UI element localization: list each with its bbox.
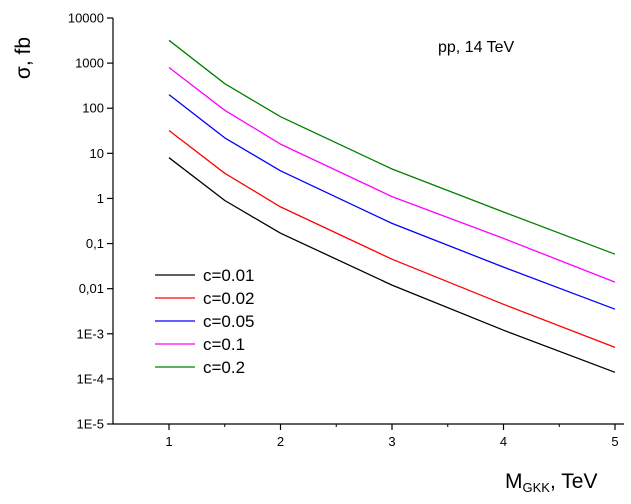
axes xyxy=(112,18,624,425)
legend: c=0.01 c=0.02 c=0.05 c=0.1 c=0.2 xyxy=(155,266,255,377)
x-tick-label: 3 xyxy=(388,434,395,449)
y-tick-label: 1000 xyxy=(75,56,104,71)
annotation-text: pp, 14 TeV xyxy=(438,39,515,56)
y-tick-label: 0,1 xyxy=(86,236,104,251)
legend-label: c=0.1 xyxy=(203,335,245,354)
series-line-c-0-01 xyxy=(168,157,616,373)
series-line-c-0-1 xyxy=(168,66,616,283)
y-tick-label: 1E-5 xyxy=(77,417,104,432)
y-tick-label: 1E-4 xyxy=(77,371,104,386)
series-line-c-0-2 xyxy=(168,39,616,255)
legend-label: c=0.01 xyxy=(203,266,255,285)
y-tick-label: 10000 xyxy=(68,11,104,26)
x-tick-label: 2 xyxy=(277,434,284,449)
x-tick-label: 5 xyxy=(611,434,618,449)
y-axis-ticks: 10000 1000 100 10 1 0,1 0,01 1E-3 1E-4 1E-5 xyxy=(68,11,113,432)
x-tick-label: 1 xyxy=(165,434,172,449)
y-tick-label: 1E-3 xyxy=(77,326,104,341)
legend-label: c=0.2 xyxy=(203,358,245,377)
x-axis-title: MGKK, TeV xyxy=(505,470,597,495)
x-tick-label: 4 xyxy=(500,434,507,449)
legend-label: c=0.02 xyxy=(203,289,255,308)
y-tick-label: 1 xyxy=(97,191,104,206)
y-tick-label: 100 xyxy=(82,101,104,116)
series-line-c-0-05 xyxy=(168,94,616,310)
y-tick-label: 0,01 xyxy=(79,281,104,296)
x-axis-title-suffix: , TeV xyxy=(550,470,597,493)
x-axis-title-main: M xyxy=(505,470,523,493)
series-line-c-0-02 xyxy=(168,129,616,349)
legend-label: c=0.05 xyxy=(203,312,255,331)
y-axis-title: σ, fb xyxy=(12,37,35,79)
x-axis-title-subscript: GKK xyxy=(523,480,551,495)
x-axis-ticks: 1 2 3 4 5 xyxy=(165,424,619,449)
y-tick-label: 10 xyxy=(90,146,104,161)
series-lines xyxy=(168,39,616,373)
